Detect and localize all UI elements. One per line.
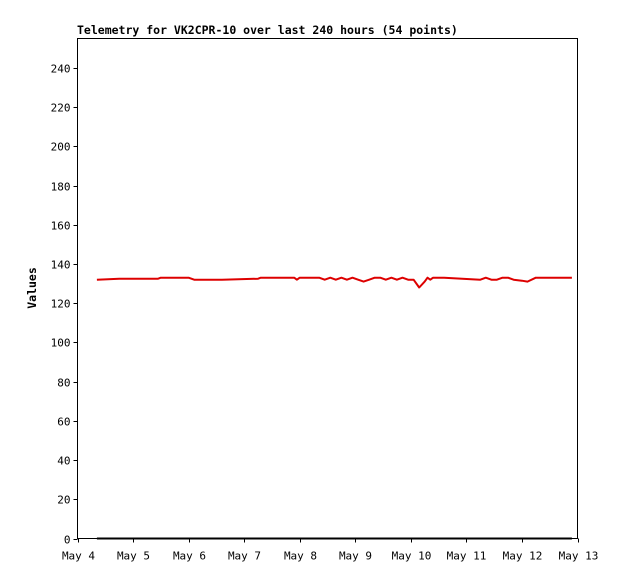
x-tick-label: May 6 [173,550,206,563]
y-axis-label: Values [25,267,39,309]
series-layer [96,276,572,540]
y-tick-label: 240 [51,63,71,76]
x-tick-label: May 5 [117,550,150,563]
x-tick-label: May 12 [503,550,543,563]
x-tick-label: May 11 [447,550,487,563]
x-tick-label: May 9 [339,550,372,563]
plot-area [77,38,578,539]
series-line-0 [96,276,572,289]
y-tick-label: 180 [51,181,71,194]
x-tick-label: May 7 [228,550,261,563]
y-tick-label: 160 [51,220,71,233]
x-tick-label: May 13 [559,550,599,563]
y-tick-label: 20 [57,494,70,507]
y-tick-label: 40 [57,455,70,468]
y-tick-label: 140 [51,259,71,272]
y-tick-label: 120 [51,298,71,311]
y-tick-label: 220 [51,102,71,115]
y-tick-label: 60 [57,416,70,429]
x-tick-label: May 8 [284,550,317,563]
chart-title: Telemetry for VK2CPR-10 over last 240 ho… [77,23,458,37]
y-tick-label: 80 [57,377,70,390]
x-tick-label: May 10 [392,550,432,563]
x-axis: May 4 May 5 May 6 May 7 May 8 May 9 May 10 May … [62,538,599,563]
y-tick-label: 100 [51,337,71,350]
y-axis: 0 20 40 60 80 100 120 140 160 180 200 220 240 [51,63,78,547]
x-tick-label: May 4 [62,550,95,563]
y-tick-label: 0 [64,534,71,547]
y-tick-label: 200 [51,141,71,154]
